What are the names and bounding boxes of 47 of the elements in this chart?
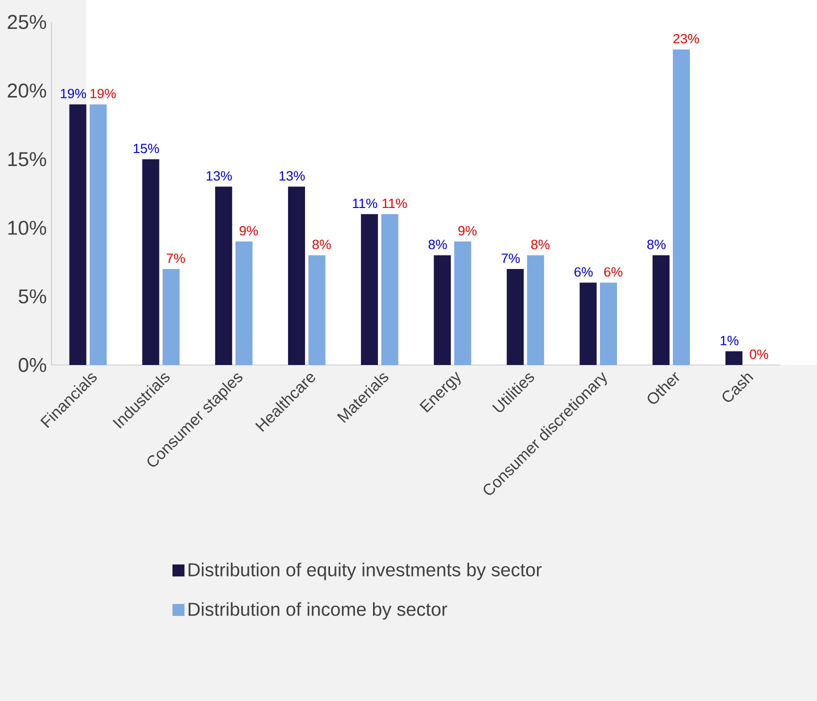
data-label: 11% <box>352 198 378 208</box>
bar <box>600 282 617 365</box>
data-label: 1% <box>720 336 738 346</box>
bar <box>69 104 86 365</box>
bar <box>506 268 524 365</box>
bar <box>652 255 670 365</box>
y-tick-label: 20% <box>8 84 46 98</box>
data-label: 11% <box>382 198 407 208</box>
bar <box>434 255 451 365</box>
data-label: 0% <box>750 350 768 359</box>
bar <box>527 255 544 365</box>
bar <box>580 282 597 365</box>
bar <box>725 351 742 365</box>
bar <box>142 159 160 365</box>
data-label: 13% <box>206 171 232 181</box>
y-tick-label: 0% <box>18 358 46 372</box>
legend-label: Distribution of income by sector <box>188 602 448 620</box>
y-tick-label: 10% <box>8 220 46 235</box>
data-label: 8% <box>428 240 447 250</box>
data-label: 8% <box>312 240 331 250</box>
data-label: 7% <box>502 254 520 263</box>
data-label: 8% <box>531 240 550 250</box>
data-label: 15% <box>134 144 159 154</box>
bar <box>215 186 232 365</box>
bar <box>381 214 398 365</box>
bar <box>360 214 378 365</box>
y-tick-label: 15% <box>8 152 46 166</box>
bar <box>162 268 180 365</box>
legend-label: Distribution of equity investments by sector <box>188 562 542 580</box>
bar <box>90 104 107 365</box>
data-label: 9% <box>458 226 477 236</box>
bar <box>288 186 306 365</box>
bar <box>672 49 690 365</box>
data-label: 13% <box>280 171 305 181</box>
data-label: 7% <box>166 254 185 263</box>
data-label: 9% <box>240 226 258 236</box>
data-label: 6% <box>574 267 593 277</box>
data-label: 19% <box>90 88 116 98</box>
bar <box>454 242 472 365</box>
data-label: 23% <box>673 34 699 44</box>
bar <box>308 255 326 365</box>
data-label: 6% <box>604 267 622 277</box>
y-tick-label: 25% <box>8 14 46 30</box>
data-label: 19% <box>60 88 86 98</box>
data-label: 8% <box>647 240 666 250</box>
y-tick-label: 5% <box>18 289 46 304</box>
bar <box>235 242 252 365</box>
